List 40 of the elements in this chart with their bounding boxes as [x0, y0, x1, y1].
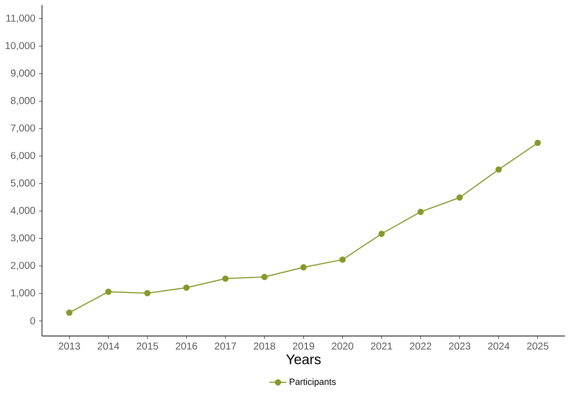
point [417, 208, 424, 215]
x-tick-label: 2015 [136, 342, 158, 350]
point [66, 310, 72, 316]
y-tick-label: 6,000 [10, 152, 36, 160]
x-tick-label: 2014 [98, 342, 120, 350]
point [183, 284, 190, 291]
x-tick-label: 2016 [176, 342, 198, 350]
x-tick-label: 2013 [58, 342, 80, 350]
x-tick-label: 2021 [370, 342, 392, 350]
y-tick-label: 5,000 [10, 179, 36, 188]
x-axis-title: Years [286, 354, 321, 364]
point [144, 290, 151, 296]
point [378, 230, 385, 237]
x-tick-label: 2023 [449, 342, 470, 350]
point [534, 140, 541, 146]
point [105, 288, 112, 295]
y-tick-label: 7,000 [10, 124, 36, 133]
y-tick-label: 4,000 [10, 206, 36, 216]
x-tick-label: 2018 [254, 342, 276, 350]
x-tick-label: 2020 [332, 342, 354, 350]
x-tick-label: 2017 [214, 342, 236, 350]
y-tick-label: 8,000 [10, 97, 36, 106]
point [339, 256, 346, 263]
y-tick-label: 0 [30, 317, 36, 324]
x-tick-label: 2024 [488, 342, 510, 350]
x-tick-label: 2019 [292, 342, 314, 350]
x-tick-label: 2022 [410, 342, 432, 350]
y-tick-label: 1,000 [11, 289, 36, 298]
x-tick-label: 2025 [527, 342, 548, 350]
point [222, 275, 229, 282]
point [496, 166, 502, 173]
point [300, 264, 307, 270]
y-tick-label: 9,000 [10, 70, 36, 78]
point [261, 274, 268, 280]
y-tick-label: 11,000 [6, 14, 36, 23]
y-tick-label: 10,000 [6, 42, 36, 50]
y-tick-label: 2,000 [10, 262, 36, 270]
legend-label: Participants [290, 378, 336, 387]
y-tick-label: 3,000 [10, 234, 36, 243]
point [456, 194, 463, 201]
